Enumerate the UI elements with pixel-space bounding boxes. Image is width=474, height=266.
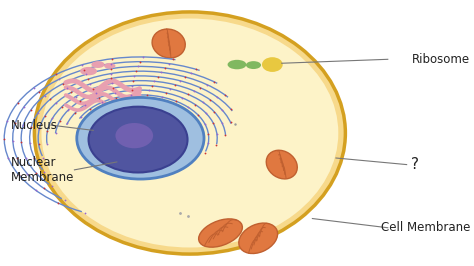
Text: Cell Membrane: Cell Membrane [381, 221, 470, 234]
Ellipse shape [91, 61, 105, 68]
Ellipse shape [89, 107, 188, 172]
Ellipse shape [80, 67, 97, 75]
Ellipse shape [246, 61, 261, 69]
Ellipse shape [104, 63, 116, 69]
Ellipse shape [116, 123, 153, 148]
Text: ?: ? [411, 157, 419, 172]
Ellipse shape [228, 60, 246, 69]
Ellipse shape [152, 29, 185, 58]
Text: Nuclear
Membrane: Nuclear Membrane [11, 156, 74, 184]
Ellipse shape [239, 223, 278, 253]
Ellipse shape [266, 150, 297, 179]
Ellipse shape [77, 97, 204, 179]
Ellipse shape [199, 219, 242, 247]
Text: Nucleus: Nucleus [11, 119, 58, 132]
Text: Ribosome: Ribosome [412, 53, 470, 66]
Ellipse shape [262, 57, 283, 72]
Ellipse shape [35, 12, 346, 254]
Ellipse shape [41, 19, 338, 247]
